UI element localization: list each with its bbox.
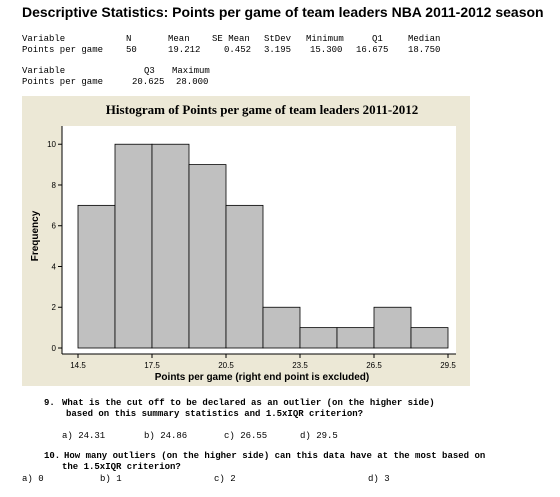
stats1-stdev: 3.195 (264, 45, 292, 55)
q10-option-d[interactable]: d) 3 (368, 474, 390, 484)
x-tick-label: 29.5 (440, 361, 456, 370)
histogram-bar (188, 164, 227, 349)
x-tick-label: 20.5 (218, 361, 234, 370)
stats1-n: 50 (126, 45, 137, 55)
y-tick-label: 6 (52, 222, 57, 231)
y-tick-label: 0 (52, 344, 57, 353)
y-axis: 0 2 4 6 8 10 (47, 126, 63, 354)
stats1-variable: Points per game (22, 45, 104, 55)
stats1-header-minimum: Minimum (306, 34, 344, 44)
histogram-bar (225, 204, 264, 349)
x-axis: 14.5 17.5 20.5 23.5 26.5 29.5 (62, 353, 456, 370)
histogram-bar (299, 327, 338, 349)
stats1-minimum: 15.300 (310, 45, 343, 55)
page-title: Descriptive Statistics: Points per game … (22, 4, 544, 20)
q9-number: 9. (44, 398, 55, 408)
histogram-bar (114, 143, 153, 349)
q10-option-a[interactable]: a) 0 (22, 474, 44, 484)
chart-title: Histogram of Points per game of team lea… (106, 102, 418, 117)
y-tick-label: 2 (52, 303, 57, 312)
stats1-q1: 16.675 (356, 45, 389, 55)
stats1-header-n: N (126, 34, 132, 44)
x-tick-label: 14.5 (70, 361, 86, 370)
stats1-header-semean: SE Mean (212, 34, 250, 44)
q9-option-b[interactable]: b) 24.86 (144, 431, 188, 441)
stats2-header-q3: Q3 (144, 66, 155, 76)
y-tick-label: 8 (52, 181, 57, 190)
stats2-header-maximum: Maximum (172, 66, 210, 76)
stats1-header-variable: Variable (22, 34, 66, 44)
q9-option-c[interactable]: c) 26.55 (224, 431, 268, 441)
q10-option-b[interactable]: b) 1 (100, 474, 122, 484)
histogram-bar (336, 327, 375, 349)
stats2-q3: 20.625 (132, 77, 165, 87)
histogram-bar (373, 306, 412, 349)
stats2-header-variable: Variable (22, 66, 66, 76)
stats1-header-stdev: StDev (264, 34, 292, 44)
stats1-header-mean: Mean (168, 34, 190, 44)
x-axis-label: Points per game (right end point is excl… (155, 372, 369, 383)
histogram-bar (262, 306, 301, 349)
q9-text-line1: What is the cut off to be declared as an… (62, 398, 435, 408)
q10-option-c[interactable]: c) 2 (214, 474, 236, 484)
histogram-bar (151, 143, 190, 349)
y-axis-label: Frequency (30, 210, 41, 261)
stats1-mean: 19.212 (168, 45, 201, 55)
q9-option-a[interactable]: a) 24.31 (62, 431, 106, 441)
q10-text-line2: the 1.5xIQR criterion? (62, 462, 181, 472)
bars-group (77, 143, 449, 349)
stats1-median: 18.750 (408, 45, 441, 55)
x-tick-label: 23.5 (292, 361, 308, 370)
stats2-maximum: 28.000 (176, 77, 209, 87)
q10-text-line1: How many outliers (on the higher side) c… (64, 451, 486, 461)
stats1-header-median: Median (408, 34, 441, 44)
x-tick-label: 17.5 (144, 361, 160, 370)
stats2-variable: Points per game (22, 77, 104, 87)
stats1-header-q1: Q1 (372, 34, 383, 44)
q9-option-d[interactable]: d) 29.5 (300, 431, 338, 441)
histogram-bar (410, 327, 449, 349)
histogram-bar (77, 204, 116, 349)
y-tick-label: 10 (47, 140, 56, 149)
q10-number: 10. (44, 451, 61, 461)
x-tick-label: 26.5 (366, 361, 382, 370)
histogram-chart: Histogram of Points per game of team lea… (22, 96, 470, 386)
q9-text-line2: based on this summary statistics and 1.5… (66, 409, 364, 419)
y-tick-label: 4 (52, 262, 57, 271)
stats1-semean: 0.452 (224, 45, 252, 55)
